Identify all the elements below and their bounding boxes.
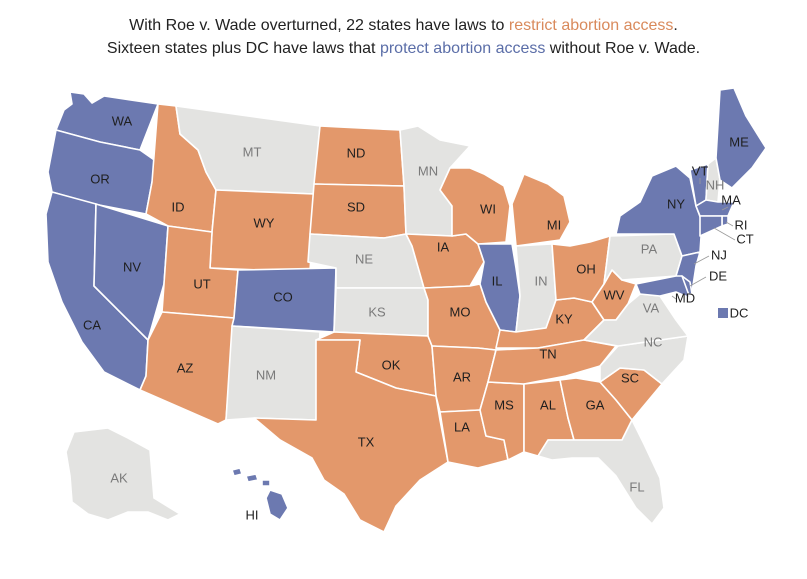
state-label-sc: SC [621, 370, 639, 385]
title-line-2: Sixteen states plus DC have laws that pr… [106, 40, 701, 57]
state-wi [439, 167, 511, 245]
state-label-ct: CT [736, 231, 753, 246]
state-ak [65, 427, 181, 521]
state-label-in: IN [535, 273, 548, 288]
state-label-ak: AK [110, 470, 128, 485]
state-label-fl: FL [629, 479, 644, 494]
state-label-ny: NY [667, 196, 685, 211]
state-label-sd: SD [347, 199, 365, 214]
state-label-oh: OH [576, 261, 596, 276]
state-label-mt: MT [243, 144, 262, 159]
state-label-mi: MI [547, 217, 561, 232]
state-label-de: DE [709, 268, 727, 283]
leader-line-md [671, 295, 677, 300]
state-mi [511, 173, 571, 247]
state-label-me: ME [729, 134, 749, 149]
state-label-mn: MN [418, 163, 438, 178]
leader-line-ma [721, 206, 729, 211]
state-label-hi: HI [246, 507, 259, 522]
map-title: With Roe v. Wade overturned, 22 states h… [0, 14, 807, 60]
state-label-ut: UT [193, 276, 210, 291]
state-label-tn: TN [539, 346, 556, 361]
state-label-il: IL [492, 273, 503, 288]
state-label-la: LA [454, 419, 470, 434]
state-label-md: MD [675, 290, 695, 305]
state-label-wa: WA [112, 113, 133, 128]
state-label-wi: WI [480, 201, 496, 216]
state-label-nj: NJ [711, 247, 727, 262]
state-label-ne: NE [355, 251, 373, 266]
leader-line-de [689, 276, 707, 287]
state-label-al: AL [540, 397, 556, 412]
state-nh [705, 157, 721, 203]
leader-line-ri [725, 221, 734, 227]
leader-line-ct [713, 227, 736, 241]
state-label-ky: KY [555, 311, 573, 326]
title-line-1: With Roe v. Wade overturned, 22 states h… [129, 17, 678, 34]
state-label-nh: NH [706, 177, 725, 192]
state-label-ms: MS [494, 397, 514, 412]
state-label-ks: KS [368, 304, 386, 319]
state-label-ar: AR [453, 369, 471, 384]
state-label-id: ID [172, 199, 185, 214]
state-label-pa: PA [641, 241, 658, 256]
state-md [635, 275, 691, 299]
state-tx [253, 339, 449, 533]
state-ri [721, 215, 729, 227]
state-label-nm: NM [256, 367, 276, 382]
state-label-mo: MO [450, 304, 471, 319]
state-me [715, 87, 767, 189]
state-label-va: VA [643, 300, 660, 315]
state-label-nc: NC [644, 334, 663, 349]
state-label-vt: VT [692, 163, 709, 178]
state-label-nd: ND [347, 145, 366, 160]
state-label-nv: NV [123, 259, 141, 274]
state-label-or: OR [90, 171, 110, 186]
state-label-wv: WV [604, 287, 625, 302]
state-nv [93, 203, 169, 341]
state-label-ma: MA [721, 192, 741, 207]
restrict-highlight: restrict abortion access [508, 17, 674, 34]
protect-highlight: protect abortion access [379, 40, 546, 57]
state-wy [209, 189, 315, 273]
state-label-ga: GA [586, 397, 605, 412]
state-label-az: AZ [177, 360, 194, 375]
state-label-ri: RI [735, 217, 748, 232]
dc-legend-label: DC [730, 305, 749, 320]
state-label-ca: CA [83, 317, 101, 332]
state-label-ok: OK [382, 357, 401, 372]
state-label-co: CO [273, 289, 293, 304]
state-label-ia: IA [437, 239, 450, 254]
state-hi [231, 467, 289, 521]
state-fl [537, 419, 665, 525]
state-label-tx: TX [358, 434, 375, 449]
state-ct [699, 215, 723, 237]
leader-line-nj [693, 255, 710, 265]
dc-legend-swatch [718, 308, 728, 318]
state-label-wy: WY [254, 215, 275, 230]
